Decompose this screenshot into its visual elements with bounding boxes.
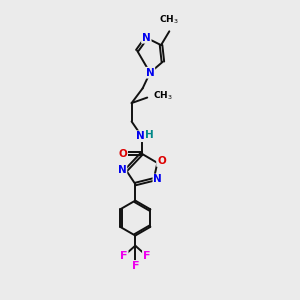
Text: CH$_3$: CH$_3$ [153, 89, 172, 102]
Text: O: O [157, 156, 166, 166]
Text: H: H [145, 130, 154, 140]
Text: F: F [131, 261, 139, 271]
Text: F: F [143, 251, 150, 261]
Text: N: N [118, 165, 126, 175]
Text: N: N [142, 33, 151, 43]
Text: CH$_3$: CH$_3$ [160, 14, 179, 26]
Text: O: O [118, 149, 127, 159]
Text: N: N [146, 68, 154, 78]
Text: N: N [153, 174, 162, 184]
Text: N: N [136, 131, 144, 141]
Text: F: F [120, 251, 127, 261]
